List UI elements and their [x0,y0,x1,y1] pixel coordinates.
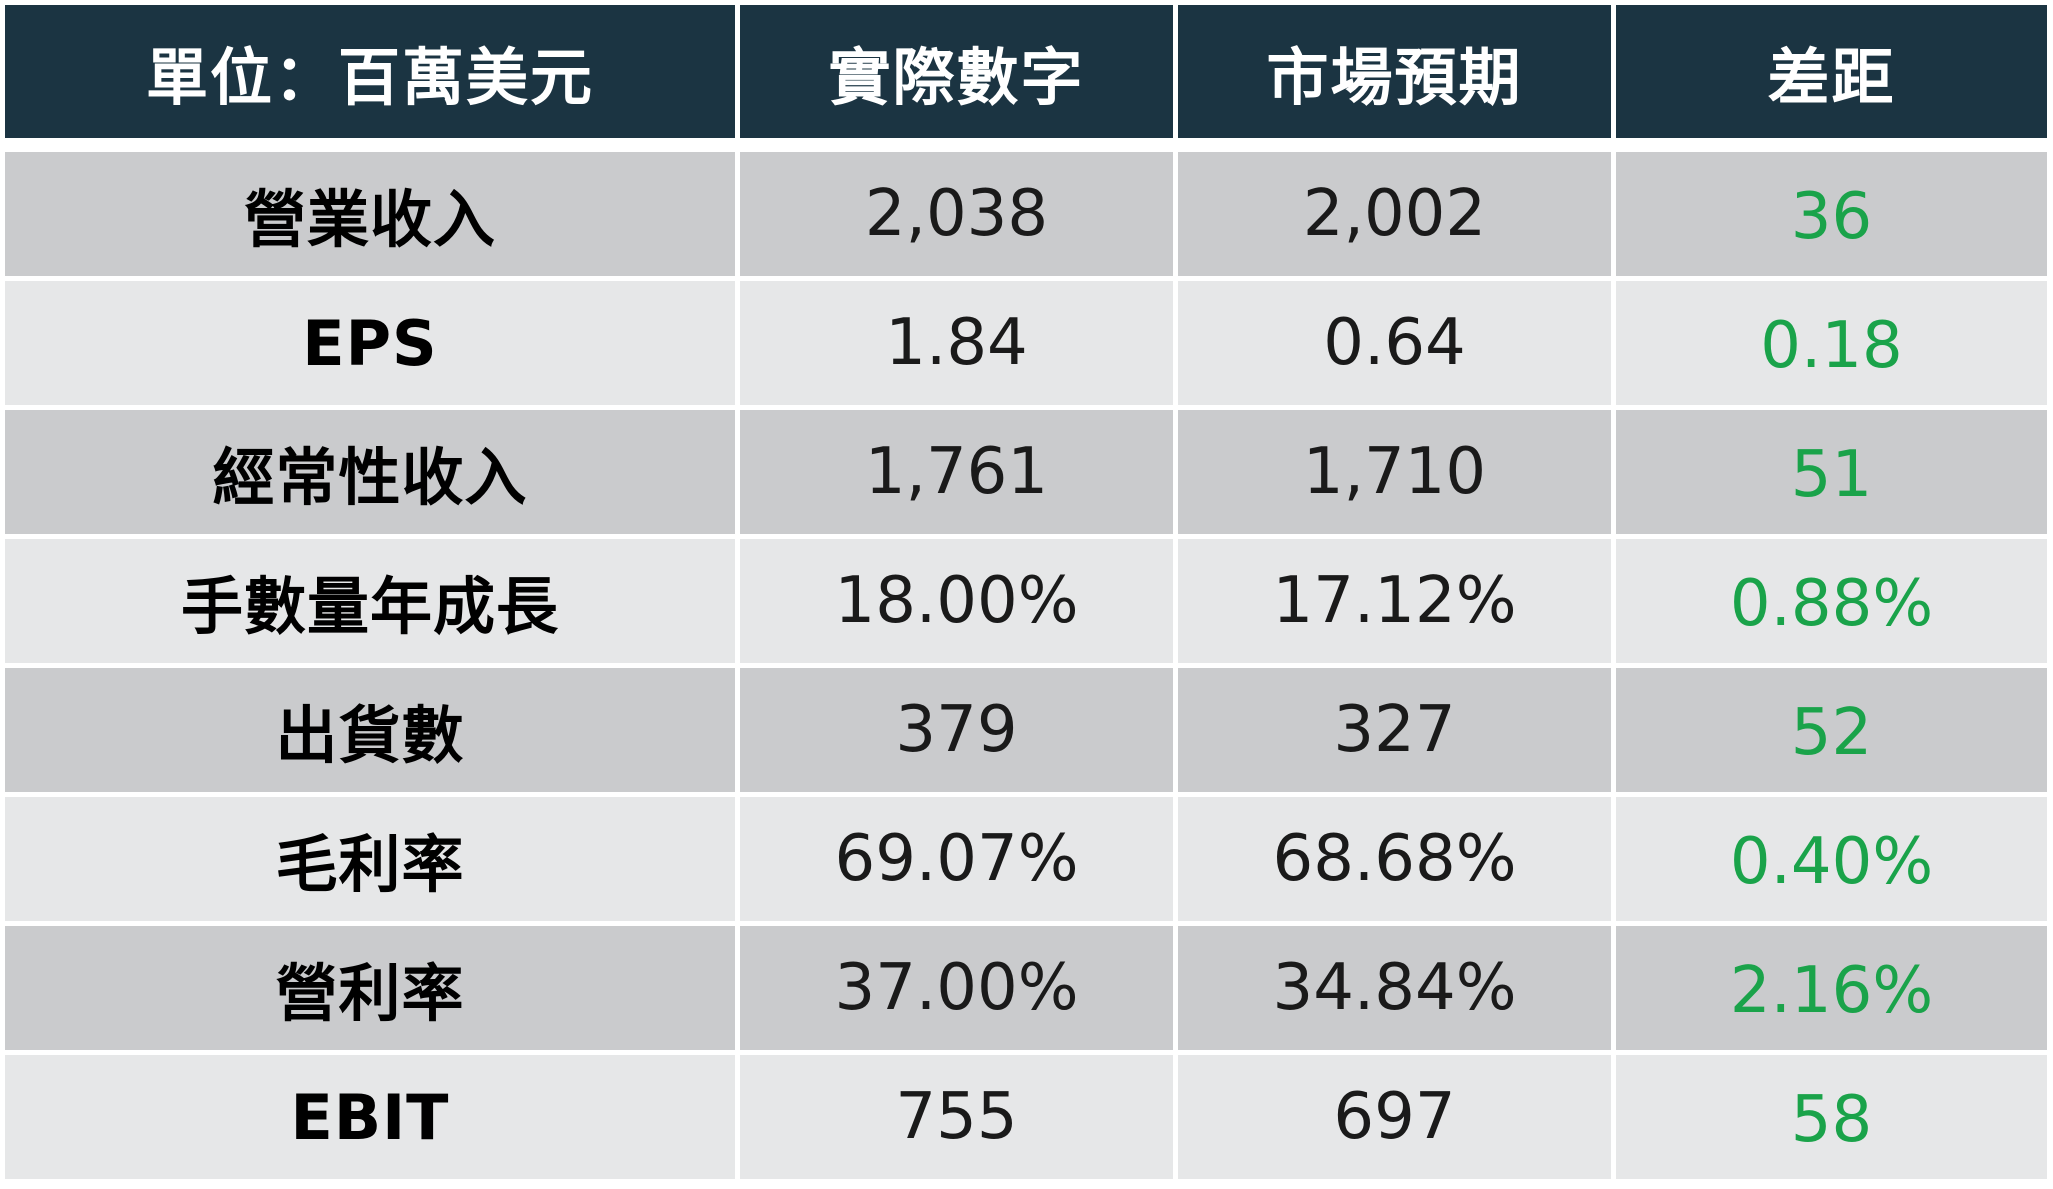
table-row: EPS 1.84 0.64 0.18 [5,281,2048,405]
comparison-table: 單位：百萬美元 實際數字 市場預期 差距 營業收入 2,038 2,002 36… [5,5,2048,1184]
diff-value: 0.88% [1616,539,2047,663]
diff-value: 51 [1616,410,2047,534]
header-expected: 市場預期 [1178,5,1611,138]
row-label: 毛利率 [5,797,735,921]
expected-value: 17.12% [1178,539,1611,663]
actual-value: 18.00% [740,539,1173,663]
actual-value: 1,761 [740,410,1173,534]
expected-value: 34.84% [1178,926,1611,1050]
row-label: 經常性收入 [5,410,735,534]
actual-value: 2,038 [740,152,1173,276]
header-diff: 差距 [1616,5,2047,138]
table-row: 營利率 37.00% 34.84% 2.16% [5,926,2048,1050]
row-label: EBIT [5,1055,735,1179]
table-row: EBIT 755 697 58 [5,1055,2048,1179]
expected-value: 327 [1178,668,1611,792]
header-unit: 單位：百萬美元 [5,5,735,138]
actual-value: 379 [740,668,1173,792]
diff-value: 52 [1616,668,2047,792]
expected-value: 697 [1178,1055,1611,1179]
table-header-row: 單位：百萬美元 實際數字 市場預期 差距 [5,5,2048,138]
diff-value: 0.40% [1616,797,2047,921]
header-actual: 實際數字 [740,5,1173,138]
actual-value: 1.84 [740,281,1173,405]
diff-value: 0.18 [1616,281,2047,405]
table-row: 營業收入 2,038 2,002 36 [5,152,2048,276]
row-label: 營利率 [5,926,735,1050]
actual-value: 69.07% [740,797,1173,921]
expected-value: 0.64 [1178,281,1611,405]
expected-value: 1,710 [1178,410,1611,534]
actual-value: 37.00% [740,926,1173,1050]
table-row: 出貨數 379 327 52 [5,668,2048,792]
table-row: 手數量年成長 18.00% 17.12% 0.88% [5,539,2048,663]
diff-value: 36 [1616,152,2047,276]
expected-value: 2,002 [1178,152,1611,276]
expected-value: 68.68% [1178,797,1611,921]
table-row: 毛利率 69.07% 68.68% 0.40% [5,797,2048,921]
table-row: 經常性收入 1,761 1,710 51 [5,410,2048,534]
actual-value: 755 [740,1055,1173,1179]
row-label: 手數量年成長 [5,539,735,663]
row-label: 營業收入 [5,152,735,276]
row-label: EPS [5,281,735,405]
diff-value: 58 [1616,1055,2047,1179]
diff-value: 2.16% [1616,926,2047,1050]
row-label: 出貨數 [5,668,735,792]
